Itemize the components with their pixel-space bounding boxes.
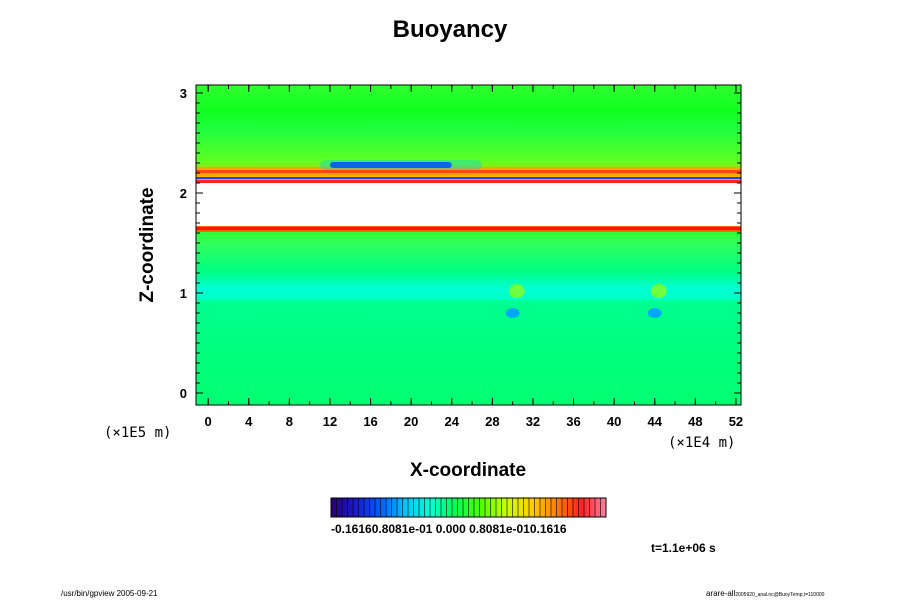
chart-title: Buoyancy — [392, 16, 508, 43]
y-tick-labels: 0 1 2 3 — [180, 86, 187, 401]
colorbar-tick-labels: -0.16160.8081e-01 0.000 0.8081e-010.1616 — [331, 522, 567, 536]
x-tick-label-12: 12 — [323, 414, 337, 429]
red-edge-core — [196, 227, 741, 230]
time-label: t=1.1e+06 s — [651, 541, 716, 555]
x-unit-label: (×1E4 m) — [668, 435, 736, 451]
field-background — [196, 85, 741, 405]
x-tick-label-4: 4 — [245, 414, 253, 429]
x-tick-label-44: 44 — [647, 414, 662, 429]
x-tick-label-20: 20 — [404, 414, 418, 429]
heatmap-field — [196, 85, 741, 405]
white-band — [196, 183, 741, 226]
blue-streak — [329, 162, 452, 168]
x-tick-label-52: 52 — [729, 414, 743, 429]
blue-streak-halo — [319, 160, 482, 170]
y-unit-label: (×1E5 m) — [104, 425, 172, 441]
green-eddy-1 — [508, 284, 525, 298]
footer-right-sub: 2005920_anal.nc@BuoyTemp,t=110000 — [735, 592, 825, 598]
y-tick-label-0: 0 — [180, 386, 187, 401]
blue-eddy-2 — [647, 308, 662, 318]
white-band-blue-line — [196, 177, 741, 179]
y-tick-label-2: 2 — [180, 186, 187, 201]
x-tick-label-40: 40 — [607, 414, 621, 429]
x-tick-label-24: 24 — [445, 414, 460, 429]
x-tick-label-36: 36 — [566, 414, 580, 429]
x-tick-label-48: 48 — [688, 414, 702, 429]
colorbar — [330, 497, 607, 518]
y-tick-label-1: 1 — [180, 286, 187, 301]
y-axis-label: Z-coordinate — [137, 187, 158, 303]
y-tick-label-3: 3 — [180, 86, 187, 101]
axis-ticks — [196, 85, 741, 405]
white-band-upper-edge — [196, 180, 741, 183]
cyan-layer — [196, 290, 741, 300]
upper-warm-core — [196, 170, 741, 173]
x-tick-label-16: 16 — [363, 414, 377, 429]
blue-eddy-1 — [505, 308, 520, 318]
green-eddy-2 — [650, 284, 667, 298]
x-tick-label-8: 8 — [286, 414, 293, 429]
footer-right-main: arare-all — [706, 589, 736, 598]
x-tick-label-32: 32 — [526, 414, 540, 429]
footer-right: arare-all2005920_anal.nc@BuoyTemp,t=1100… — [706, 589, 824, 598]
footer-left: /usr/bin/gpview 2005-09-21 — [61, 589, 158, 598]
x-tick-label-0: 0 — [205, 414, 212, 429]
x-tick-labels: 0 4 8 12 16 20 24 28 32 36 40 44 48 52 — [205, 414, 744, 429]
x-axis-label: X-coordinate — [409, 460, 527, 481]
plot-frame — [195, 84, 742, 406]
x-tick-label-28: 28 — [485, 414, 499, 429]
